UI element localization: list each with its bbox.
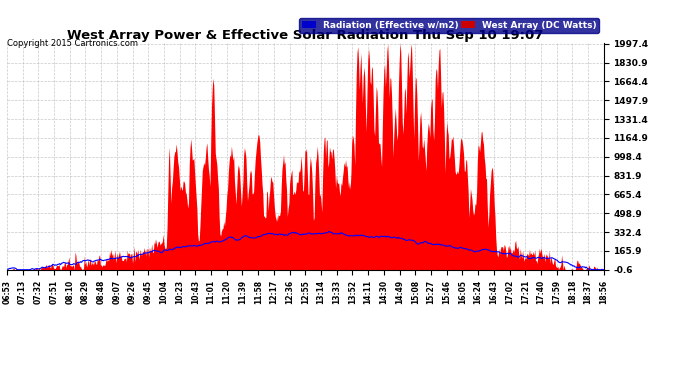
Legend: Radiation (Effective w/m2), West Array (DC Watts): Radiation (Effective w/m2), West Array (… — [299, 18, 599, 33]
Title: West Array Power & Effective Solar Radiation Thu Sep 10 19:07: West Array Power & Effective Solar Radia… — [67, 29, 544, 42]
Text: Copyright 2015 Cartronics.com: Copyright 2015 Cartronics.com — [7, 39, 138, 48]
